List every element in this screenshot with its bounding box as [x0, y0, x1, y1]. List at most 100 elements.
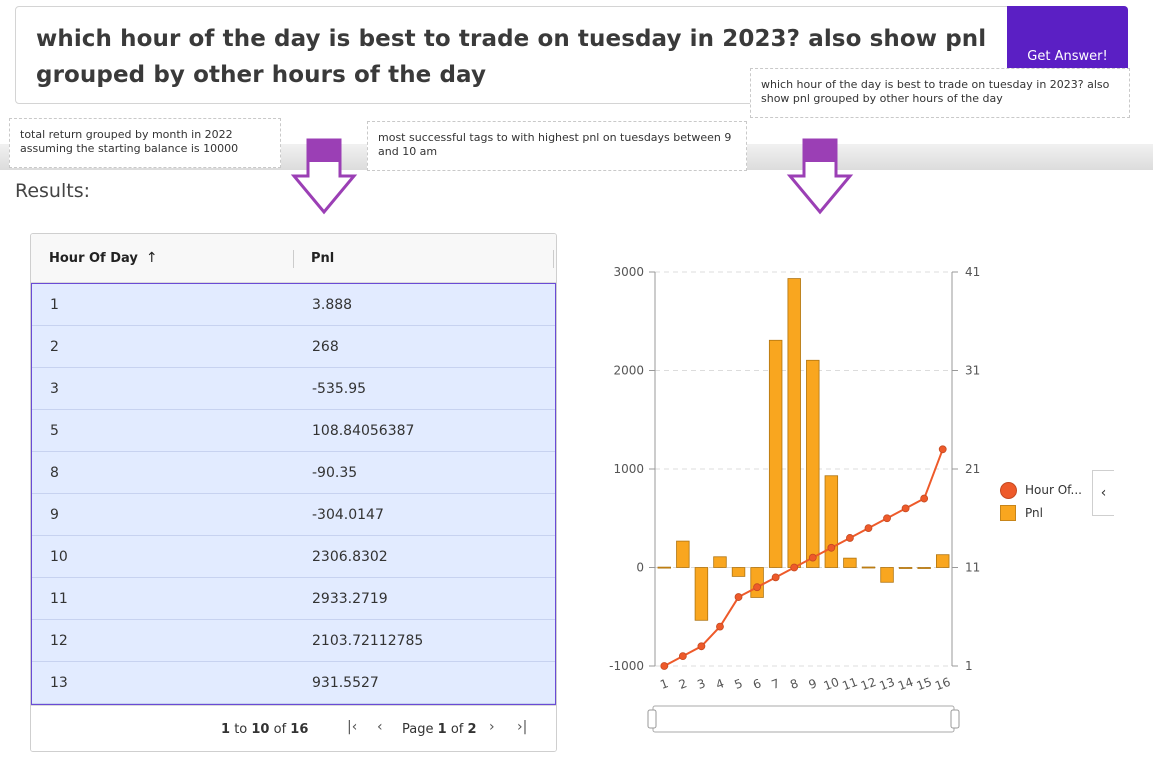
- suggestion-3[interactable]: which hour of the day is best to trade o…: [750, 68, 1130, 118]
- x-tick-label: 10: [822, 675, 841, 693]
- cell-pnl: 268: [312, 339, 339, 355]
- cell-pnl: -304.0147: [312, 507, 384, 523]
- cell-hour: 12: [50, 633, 68, 649]
- legend-collapse-chevron-left-icon[interactable]: ‹: [1092, 470, 1114, 516]
- bar-pnl[interactable]: [787, 278, 801, 568]
- table-row[interactable]: 5 108.84056387: [32, 410, 555, 452]
- point-hour[interactable]: [716, 622, 724, 631]
- cell-hour: 11: [50, 591, 68, 607]
- column-header-hour[interactable]: Hour Of Day ↑: [49, 234, 289, 283]
- column-separator[interactable]: [553, 250, 554, 268]
- cell-hour: 9: [50, 507, 59, 523]
- table-row[interactable]: 11 2933.2719: [32, 578, 555, 620]
- point-hour[interactable]: [771, 573, 780, 582]
- bar-pnl[interactable]: [768, 339, 783, 568]
- table-row[interactable]: 8 -90.35: [32, 452, 555, 494]
- sort-ascending-icon[interactable]: ↑: [145, 250, 158, 266]
- table-row[interactable]: 2 268: [32, 326, 555, 368]
- table-row[interactable]: 1 3.888: [32, 284, 555, 326]
- bar-pnl[interactable]: [917, 567, 931, 569]
- previous-page-icon[interactable]: ‹: [377, 719, 383, 735]
- suggestion-2[interactable]: most successful tags to with highest pnl…: [367, 121, 747, 171]
- point-hour[interactable]: [864, 524, 873, 533]
- query-text[interactable]: which hour of the day is best to trade o…: [36, 26, 987, 88]
- grid-body: 1 3.888 2 268 3 -535.95 5 108.84056387 8 -90.35 9 -…: [31, 283, 556, 705]
- zoom-handle-right[interactable]: [950, 709, 960, 729]
- grid-footer: 1 to 10 of 16 |‹ ‹ Page 1 of 2 › ›|: [31, 705, 556, 751]
- y-left-tick-label: 3000: [613, 265, 644, 279]
- x-tick-label: 1: [658, 676, 670, 692]
- get-answer-button[interactable]: Get Answer!: [1007, 6, 1128, 76]
- legend-bar-marker-icon: [1000, 505, 1016, 521]
- cell-hour: 10: [50, 549, 68, 565]
- table-row[interactable]: 13 931.5527: [32, 662, 555, 704]
- y-left-tick-label: 0: [636, 561, 644, 575]
- point-hour[interactable]: [808, 553, 817, 562]
- y-left-tick-label: -1000: [609, 659, 644, 673]
- cell-hour: 13: [50, 675, 68, 691]
- series-line-hour: [663, 448, 944, 667]
- point-hour[interactable]: [678, 652, 687, 661]
- next-page-icon[interactable]: ›: [489, 719, 495, 735]
- x-tick-label: 9: [807, 676, 819, 692]
- suggestion-1[interactable]: total return grouped by month in 2022 as…: [9, 118, 281, 168]
- point-hour[interactable]: [883, 514, 891, 523]
- cell-pnl: -90.35: [312, 465, 358, 481]
- bar-pnl[interactable]: [843, 557, 857, 568]
- x-tick-label: 2: [677, 676, 689, 692]
- grid-header: Hour Of Day ↑ Pnl: [31, 234, 556, 283]
- zoom-slider-track[interactable]: [652, 705, 955, 733]
- last-page-icon[interactable]: ›|: [517, 719, 528, 735]
- x-tick-label: 12: [859, 675, 878, 693]
- bar-pnl[interactable]: [861, 566, 876, 569]
- point-hour[interactable]: [753, 583, 761, 592]
- table-row[interactable]: 12 2103.72112785: [32, 620, 555, 662]
- bar-pnl[interactable]: [713, 556, 727, 568]
- bar-pnl[interactable]: [824, 475, 839, 568]
- column-separator[interactable]: [293, 250, 294, 268]
- bar-pnl[interactable]: [731, 567, 746, 577]
- point-hour[interactable]: [938, 445, 947, 454]
- bar-pnl[interactable]: [657, 566, 671, 569]
- bar-pnl[interactable]: [806, 359, 820, 568]
- point-hour[interactable]: [827, 543, 836, 552]
- column-header-pnl[interactable]: Pnl: [311, 251, 335, 266]
- y-left-tick-label: 2000: [613, 364, 644, 378]
- bar-pnl[interactable]: [750, 567, 764, 598]
- bar-pnl[interactable]: [936, 554, 950, 568]
- y-right-tick-label: 41: [965, 265, 980, 279]
- table-row[interactable]: 10 2306.8302: [32, 536, 555, 578]
- cell-pnl: 108.84056387: [312, 423, 415, 439]
- y-right-tick-label: 21: [965, 462, 980, 476]
- point-hour[interactable]: [846, 534, 854, 542]
- query-box[interactable]: which hour of the day is best to trade o…: [15, 6, 1128, 104]
- y-right-tick-label: 11: [965, 561, 980, 575]
- x-tick-label: 3: [695, 676, 707, 692]
- x-tick-label: 6: [751, 676, 763, 692]
- results-grid: Hour Of Day ↑ Pnl 1 3.888 2 268 3 -535.95 5 108.…: [30, 233, 557, 752]
- point-hour[interactable]: [734, 593, 743, 601]
- point-hour[interactable]: [697, 642, 706, 651]
- bar-pnl[interactable]: [898, 567, 913, 569]
- bar-pnl[interactable]: [694, 567, 709, 621]
- x-tick-label: 7: [770, 676, 782, 692]
- table-row[interactable]: 3 -535.95: [32, 368, 555, 410]
- x-tick-label: 14: [896, 675, 915, 693]
- point-hour[interactable]: [920, 494, 929, 503]
- legend-item-hour[interactable]: Hour Of...: [1000, 481, 1090, 504]
- cell-hour: 3: [50, 381, 59, 397]
- cell-pnl: 3.888: [312, 297, 353, 313]
- table-row[interactable]: 9 -304.0147: [32, 494, 555, 536]
- legend-label-hour: Hour Of...: [1025, 483, 1082, 497]
- x-tick-label: 11: [840, 675, 859, 693]
- point-hour[interactable]: [901, 504, 910, 513]
- legend-item-pnl[interactable]: Pnl: [1000, 504, 1090, 527]
- point-hour[interactable]: [660, 662, 669, 670]
- legend-label-pnl: Pnl: [1025, 506, 1043, 520]
- bar-pnl[interactable]: [880, 567, 894, 583]
- zoom-handle-left[interactable]: [647, 709, 657, 729]
- down-arrow-icon: [290, 138, 358, 215]
- first-page-icon[interactable]: |‹: [347, 719, 358, 735]
- point-hour[interactable]: [790, 563, 799, 572]
- bar-pnl[interactable]: [676, 540, 690, 568]
